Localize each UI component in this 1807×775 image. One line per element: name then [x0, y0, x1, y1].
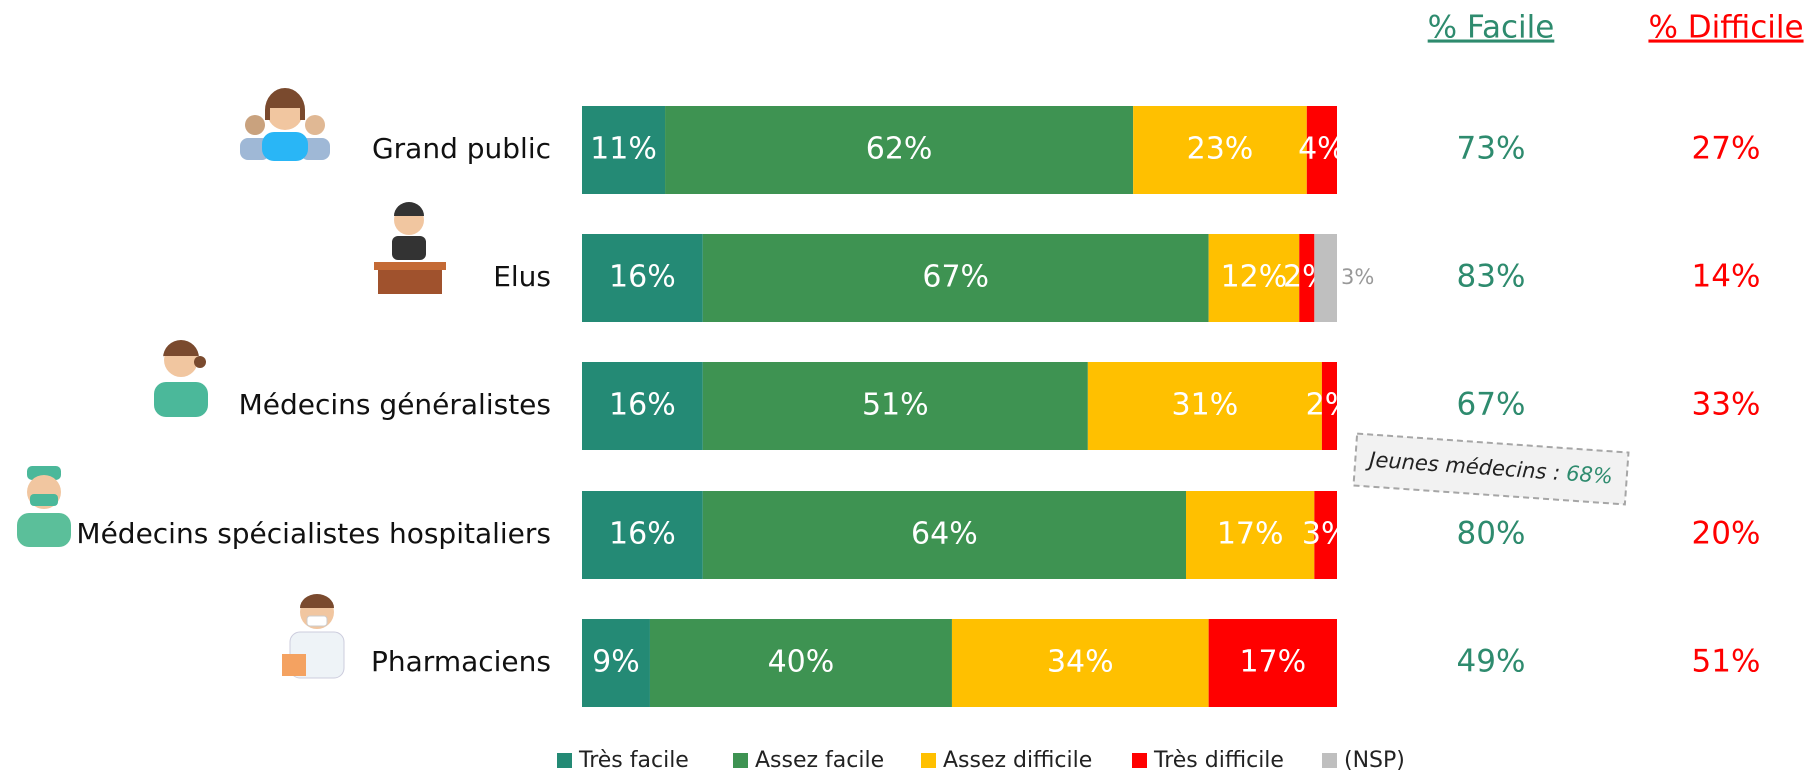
- bar-segment: [1306, 106, 1337, 194]
- legend-swatch: [557, 753, 572, 768]
- difficile-header: % Difficile: [1648, 10, 1803, 46]
- difficile-value: 33%: [1692, 387, 1761, 423]
- value-label: 16%: [609, 517, 676, 552]
- difficile-value: 14%: [1692, 259, 1761, 295]
- bar-segment: [665, 106, 1134, 194]
- legend-label: Assez facile: [755, 748, 884, 773]
- annotation-value: 68%: [1565, 461, 1613, 488]
- value-label: 3%: [1302, 517, 1350, 552]
- bar-segment: [1133, 106, 1307, 194]
- facile-value: 80%: [1457, 516, 1526, 552]
- legend-swatch: [1132, 753, 1147, 768]
- value-label: 51%: [862, 388, 929, 423]
- bar-segment: [1299, 234, 1315, 322]
- legend-label: (NSP): [1344, 748, 1405, 773]
- value-label: 9%: [592, 645, 640, 680]
- bar-segment: [1208, 234, 1300, 322]
- value-label: 16%: [609, 260, 676, 295]
- value-label: 12%: [1221, 260, 1288, 295]
- bar-segment: [1186, 491, 1315, 579]
- category-label: Grand public: [372, 132, 551, 165]
- bar-segment: [702, 491, 1186, 579]
- facile-value: 49%: [1457, 644, 1526, 680]
- difficile-value: 51%: [1692, 644, 1761, 680]
- icon-pharm: [282, 594, 345, 679]
- legend-label: Assez difficile: [943, 748, 1092, 773]
- bar-segment: [1314, 491, 1337, 579]
- legend-swatch: [733, 753, 748, 768]
- icons: [17, 88, 446, 679]
- difficile-value: 27%: [1692, 131, 1761, 167]
- facile-value: 73%: [1457, 131, 1526, 167]
- value-label: 31%: [1172, 388, 1239, 423]
- bar-segment: [582, 106, 666, 194]
- category-label: Médecins spécialistes hospitaliers: [76, 517, 551, 550]
- bar-segment: [702, 362, 1088, 450]
- value-label: 16%: [609, 388, 676, 423]
- legend-swatch: [921, 753, 936, 768]
- bar-segment: [582, 234, 703, 322]
- annotation: Jeunes médecins :68%: [1352, 432, 1630, 506]
- value-label: 67%: [922, 260, 989, 295]
- legend-swatch: [1322, 753, 1337, 768]
- value-label: 11%: [590, 132, 657, 167]
- value-label: 17%: [1217, 517, 1284, 552]
- value-label: 62%: [866, 132, 933, 167]
- value-label: 34%: [1047, 645, 1114, 680]
- icon-msh: [17, 466, 71, 547]
- icon-elus: [374, 202, 446, 294]
- legend-label: Très difficile: [1153, 748, 1284, 773]
- facile-value: 83%: [1457, 259, 1526, 295]
- icon-mg: [154, 340, 208, 417]
- bar-segment: [582, 619, 650, 707]
- value-label: 17%: [1239, 645, 1306, 680]
- bar-segment: [1314, 234, 1337, 322]
- value-label: 3%: [1341, 265, 1374, 289]
- bar-segment: [649, 619, 952, 707]
- bar-segment: [582, 362, 703, 450]
- value-label: 4%: [1298, 132, 1346, 167]
- bar-segment: [1087, 362, 1322, 450]
- legend-label: Très facile: [578, 748, 689, 773]
- facile-header: % Facile: [1428, 10, 1555, 46]
- bar-segment: [702, 234, 1209, 322]
- bar-segment: [951, 619, 1209, 707]
- category-label: Elus: [493, 260, 551, 293]
- difficile-value: 20%: [1692, 516, 1761, 552]
- value-label: 40%: [768, 645, 835, 680]
- icon-public: [240, 88, 330, 161]
- bar-segment: [1208, 619, 1337, 707]
- bar-segment: [582, 491, 703, 579]
- bar-segment: [1321, 362, 1337, 450]
- value-label: 64%: [911, 517, 978, 552]
- facile-value: 67%: [1457, 387, 1526, 423]
- value-label: 23%: [1187, 132, 1254, 167]
- category-label: Pharmaciens: [371, 645, 551, 678]
- category-label: Médecins généralistes: [239, 388, 551, 421]
- value-label: 2%: [1306, 388, 1354, 423]
